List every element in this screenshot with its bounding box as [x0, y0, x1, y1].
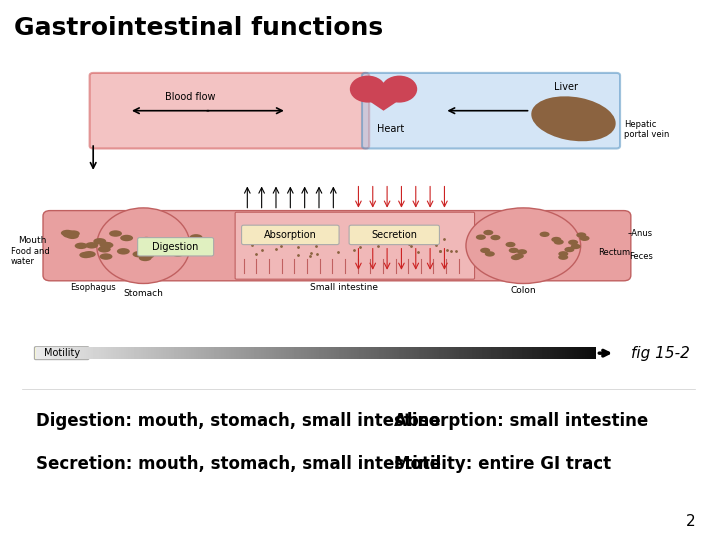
Ellipse shape [485, 251, 495, 256]
Ellipse shape [94, 238, 107, 245]
Ellipse shape [96, 208, 190, 284]
Text: Esophagus: Esophagus [71, 284, 116, 293]
FancyBboxPatch shape [35, 347, 89, 360]
Ellipse shape [171, 250, 184, 256]
Ellipse shape [571, 244, 581, 249]
Ellipse shape [66, 233, 79, 239]
Ellipse shape [141, 251, 153, 258]
Ellipse shape [576, 232, 586, 238]
Text: Colon: Colon [510, 286, 536, 295]
Ellipse shape [483, 230, 493, 235]
Ellipse shape [531, 96, 616, 141]
Ellipse shape [509, 248, 518, 253]
Ellipse shape [98, 246, 111, 253]
Text: Motility: entire GI tract: Motility: entire GI tract [395, 455, 611, 474]
Ellipse shape [466, 208, 580, 284]
Text: Stomach: Stomach [123, 289, 163, 298]
Text: –Anus: –Anus [627, 230, 652, 238]
Text: Digestion: Digestion [153, 242, 199, 252]
Circle shape [350, 76, 386, 103]
Text: Food and
water: Food and water [11, 247, 50, 266]
Ellipse shape [151, 244, 164, 251]
Ellipse shape [514, 253, 524, 259]
Text: Secretion: Secretion [372, 230, 418, 240]
Ellipse shape [109, 230, 122, 237]
Text: Digestion: mouth, stomach, small intestine: Digestion: mouth, stomach, small intesti… [36, 412, 441, 430]
Text: Absorption: small intestine: Absorption: small intestine [395, 412, 649, 430]
Ellipse shape [63, 232, 76, 238]
Text: fig 15-2: fig 15-2 [631, 346, 690, 361]
Ellipse shape [476, 234, 486, 240]
Ellipse shape [61, 230, 73, 237]
FancyBboxPatch shape [43, 211, 631, 281]
FancyBboxPatch shape [362, 73, 620, 148]
Ellipse shape [117, 248, 130, 254]
Ellipse shape [99, 253, 112, 260]
Ellipse shape [558, 251, 568, 256]
FancyBboxPatch shape [349, 225, 439, 245]
Text: Liver: Liver [554, 82, 578, 92]
Ellipse shape [539, 232, 549, 237]
Circle shape [382, 76, 417, 103]
Ellipse shape [158, 240, 171, 246]
Ellipse shape [83, 251, 96, 258]
Text: Feces: Feces [629, 252, 653, 261]
Ellipse shape [139, 255, 152, 261]
Text: 2: 2 [685, 514, 696, 529]
Ellipse shape [120, 235, 133, 241]
Text: Mouth: Mouth [18, 236, 47, 245]
Ellipse shape [141, 252, 154, 259]
FancyBboxPatch shape [89, 73, 369, 148]
Ellipse shape [480, 248, 490, 253]
Text: Gastrointestinal functions: Gastrointestinal functions [14, 16, 384, 40]
Text: Absorption: Absorption [264, 230, 317, 240]
Ellipse shape [517, 249, 527, 254]
Ellipse shape [132, 251, 145, 258]
Ellipse shape [67, 231, 80, 237]
Ellipse shape [564, 247, 575, 252]
Text: Hepatic
portal vein: Hepatic portal vein [624, 120, 669, 139]
Ellipse shape [140, 237, 153, 244]
Text: Blood flow: Blood flow [165, 91, 215, 102]
Text: Motility: Motility [44, 348, 80, 358]
Ellipse shape [85, 242, 98, 248]
Ellipse shape [558, 254, 568, 260]
Ellipse shape [552, 237, 562, 242]
Ellipse shape [189, 234, 202, 241]
Ellipse shape [79, 252, 92, 258]
Ellipse shape [505, 242, 516, 247]
FancyBboxPatch shape [235, 212, 474, 279]
Ellipse shape [554, 239, 564, 245]
Ellipse shape [490, 235, 500, 240]
Text: Secretion: mouth, stomach, small intestine: Secretion: mouth, stomach, small intesti… [36, 455, 441, 474]
Text: Heart: Heart [377, 124, 405, 134]
Ellipse shape [568, 240, 578, 245]
Ellipse shape [75, 242, 88, 249]
Text: Small intestine: Small intestine [310, 284, 378, 293]
Ellipse shape [99, 242, 112, 248]
Ellipse shape [101, 242, 114, 248]
FancyBboxPatch shape [242, 225, 339, 245]
Text: Rectum: Rectum [598, 248, 631, 256]
Ellipse shape [511, 255, 521, 260]
Ellipse shape [580, 235, 590, 241]
FancyBboxPatch shape [138, 238, 214, 256]
Polygon shape [351, 89, 415, 111]
